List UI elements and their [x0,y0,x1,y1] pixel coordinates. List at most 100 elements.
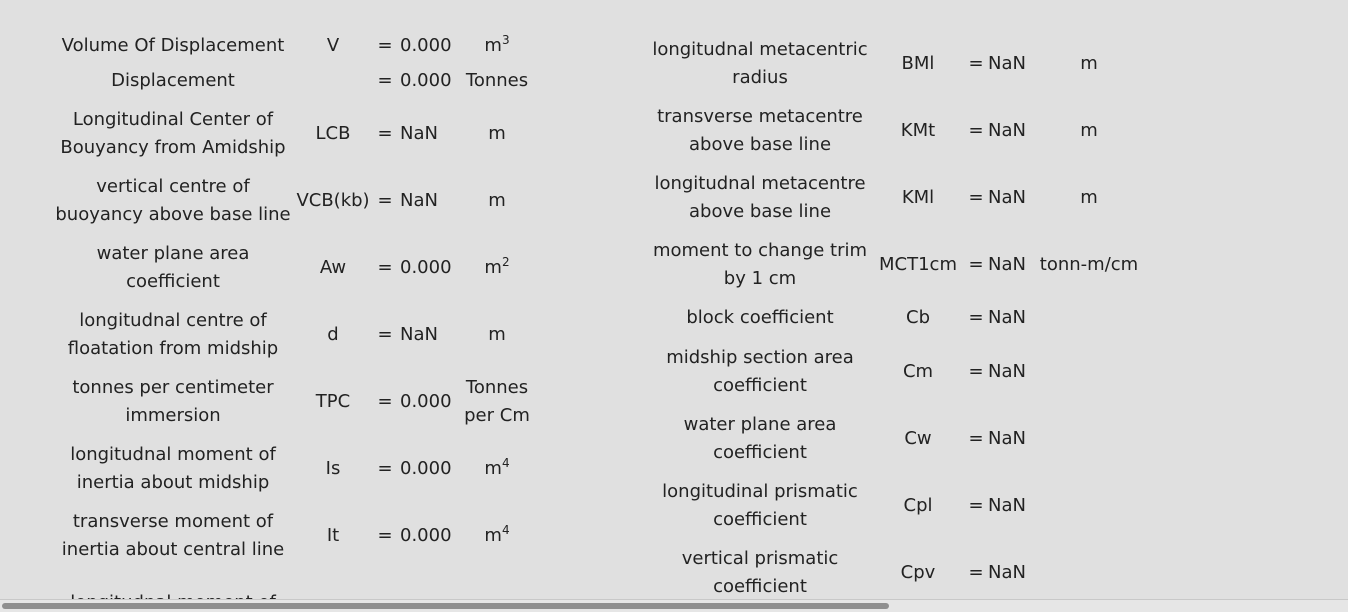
result-row: Volume Of Displacement V = 0.000 m3 [50,30,538,61]
equals-sign: = [377,189,393,211]
result-row: longitudinal prismatic coefficient Cpl =… [648,472,1146,539]
result-row: midship section area coefficient Cm = Na… [648,338,1146,405]
equals-sign: = [377,256,393,278]
equals-sign: = [377,122,393,144]
result-row: water plane area coefficient Aw = 0.000 … [50,234,538,301]
parameter-value: NaN [988,427,1026,449]
parameter-unit: tonn-m/cm [1039,253,1139,275]
parameter-symbol: It [326,524,340,546]
parameter-name: Volume Of Displacement [61,34,285,56]
parameter-unit: m4 [456,435,538,502]
result-row: Displacement = 0.000 Tonnes [50,61,538,100]
parameter-symbol: Cb [906,307,930,328]
parameter-symbol: Cpv [900,561,936,583]
result-row: longitudnal metacentre above base line K… [648,164,1146,231]
result-row: block coefficient Cb = NaN [648,298,1146,338]
parameter-name: moment to change trim by 1 cm [652,239,868,289]
parameter-name: transverse moment of inertia about centr… [61,510,285,560]
parameter-symbol: V [326,34,340,56]
equals-sign: = [377,34,393,56]
parameter-value: NaN [988,119,1026,141]
parameter-value: NaN [988,561,1026,583]
parameter-symbol [296,61,370,100]
parameter-name: transverse metacentre above base line [657,105,863,155]
parameter-unit: m2 [456,234,538,301]
result-row: transverse metacentre above base line KM… [648,97,1146,164]
horizontal-scrollbar[interactable] [0,599,1348,612]
parameter-symbol: TPC [315,390,351,412]
parameter-name: tonnes per centimeter immersion [72,376,274,426]
equals-sign: = [968,427,984,449]
parameter-value: NaN [988,52,1026,74]
result-row: longitudnal metacentric radius BMl = NaN… [648,30,1146,97]
parameter-symbol: VCB(kb) [296,189,370,211]
equals-sign: = [377,390,393,412]
parameter-value: NaN [988,307,1026,328]
parameter-unit: m4 [456,502,538,569]
result-row: water plane area coefficient Cw = NaN [648,405,1146,472]
parameter-unit: m [456,100,538,167]
equals-sign: = [968,561,984,583]
parameter-name: Displacement [111,69,235,91]
parameter-symbol: KMt [900,119,936,141]
equals-sign: = [968,52,984,74]
parameter-symbol: Cw [904,427,932,449]
result-row: longitudnal centre of floatation from mi… [50,301,538,368]
left-results-table: Volume Of Displacement V = 0.000 m3 Disp… [50,30,538,612]
parameter-symbol: d [327,323,339,345]
parameter-unit: m [456,167,538,234]
result-row: Longitudinal Center of Bouyancy from Ami… [50,100,538,167]
unit-base: Tonnes [465,69,529,91]
parameter-value: NaN [988,186,1026,208]
parameter-name: longitudnal centre of floatation from mi… [67,309,279,359]
equals-sign: = [968,253,984,275]
parameter-symbol: KMl [901,186,935,208]
unit-base: m [488,122,506,144]
result-row: tonnes per centimeter immersion TPC = 0.… [50,368,538,435]
unit-base: m [484,524,502,546]
parameter-name: water plane area coefficient [96,242,250,292]
equals-sign: = [968,360,984,382]
parameter-symbol: Is [325,457,341,479]
unit-base: Tonnes per Cm [464,376,530,426]
scrollbar-thumb[interactable] [2,603,889,609]
parameter-value: 0.000 [400,524,452,546]
parameter-symbol: Cpl [903,494,933,516]
parameter-unit: m3 [456,30,538,61]
equals-sign: = [377,524,393,546]
equals-sign: = [377,69,393,91]
parameter-unit: Tonnes [456,61,538,100]
parameter-value: 0.000 [400,256,452,278]
parameter-name: midship section area coefficient [666,346,854,396]
parameter-name: vertical centre of buoyancy above base l… [55,175,291,225]
unit-base: m [484,256,502,278]
parameter-value: 0.000 [400,390,452,412]
parameter-name: vertical prismatic coefficient [681,547,839,597]
equals-sign: = [377,323,393,345]
parameter-unit: Tonnes per Cm [456,368,538,435]
unit-exponent: 4 [501,455,510,470]
equals-sign: = [377,457,393,479]
parameter-symbol: BMl [901,52,935,74]
parameter-value: NaN [400,122,438,144]
parameter-name: water plane area coefficient [683,413,837,463]
parameter-value: 0.000 [400,69,452,91]
parameter-value: NaN [400,323,438,345]
equals-sign: = [968,494,984,516]
parameter-unit: m [1080,186,1098,208]
parameter-unit: m [1080,119,1098,141]
parameter-unit [1032,338,1146,405]
result-row: transverse moment of inertia about centr… [50,502,538,569]
parameter-value: NaN [988,360,1026,382]
parameter-symbol: LCB [315,122,351,144]
parameter-value: NaN [988,253,1026,275]
parameter-unit [1032,472,1146,539]
parameter-value: NaN [400,189,438,211]
parameter-value: 0.000 [400,34,452,56]
unit-base: m [488,189,506,211]
right-results-table: longitudnal metacentric radius BMl = NaN… [648,30,1146,606]
unit-base: m [484,457,502,479]
parameter-unit [1032,405,1146,472]
parameter-value: NaN [988,494,1026,516]
